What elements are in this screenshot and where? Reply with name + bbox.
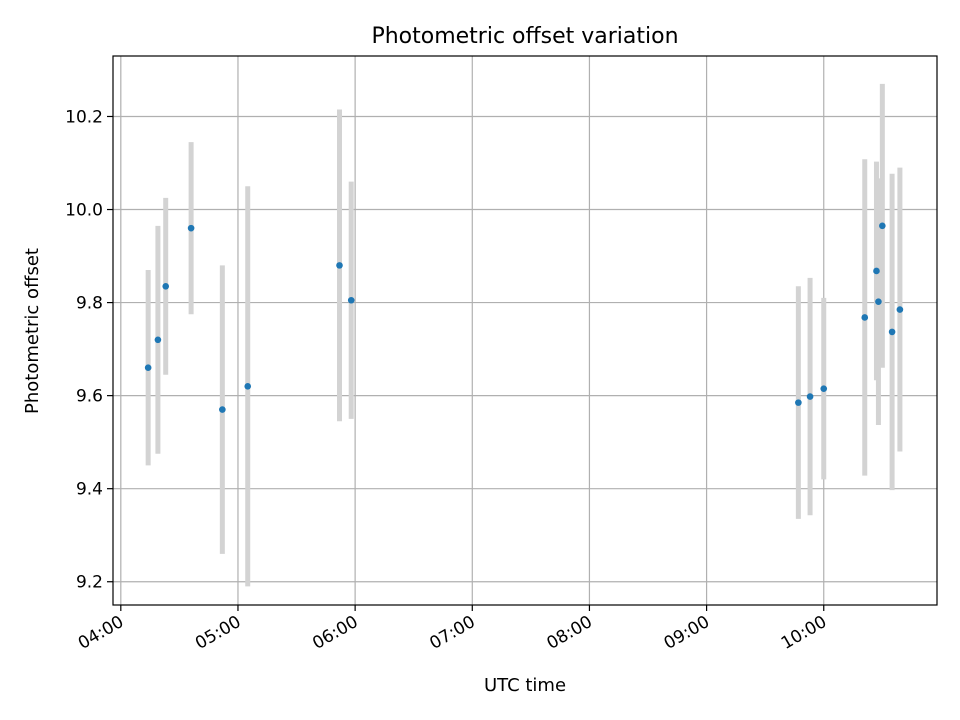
- data-point: [896, 306, 904, 313]
- data-point: [873, 267, 880, 275]
- data-point: [875, 298, 882, 305]
- data-point: [144, 364, 152, 372]
- y-axis-label: Photometric offset: [22, 248, 43, 414]
- y-tick-label: 9.4: [76, 480, 103, 500]
- y-tick-label: 9.8: [76, 294, 103, 314]
- data-point: [820, 385, 828, 392]
- chart-title: Photometric offset variation: [371, 24, 678, 49]
- data-point: [162, 283, 170, 290]
- data-point: [154, 336, 162, 344]
- data-point: [336, 262, 343, 269]
- y-tick-label: 10.0: [65, 201, 103, 221]
- data-points: [144, 222, 904, 413]
- y-tick-label: 10.2: [65, 107, 103, 127]
- data-point: [347, 296, 355, 304]
- x-axis-label: UTC time: [484, 675, 566, 696]
- y-tick-label: 9.2: [76, 573, 103, 593]
- data-point: [888, 328, 896, 336]
- data-point: [244, 383, 252, 390]
- plot-area-frame: [112, 55, 938, 606]
- data-point: [187, 224, 195, 232]
- data-point: [806, 393, 814, 400]
- y-tick-label: 9.6: [76, 387, 103, 407]
- data-point: [219, 406, 226, 413]
- data-point: [861, 314, 869, 321]
- data-point: [795, 399, 802, 406]
- data-point: [879, 222, 886, 230]
